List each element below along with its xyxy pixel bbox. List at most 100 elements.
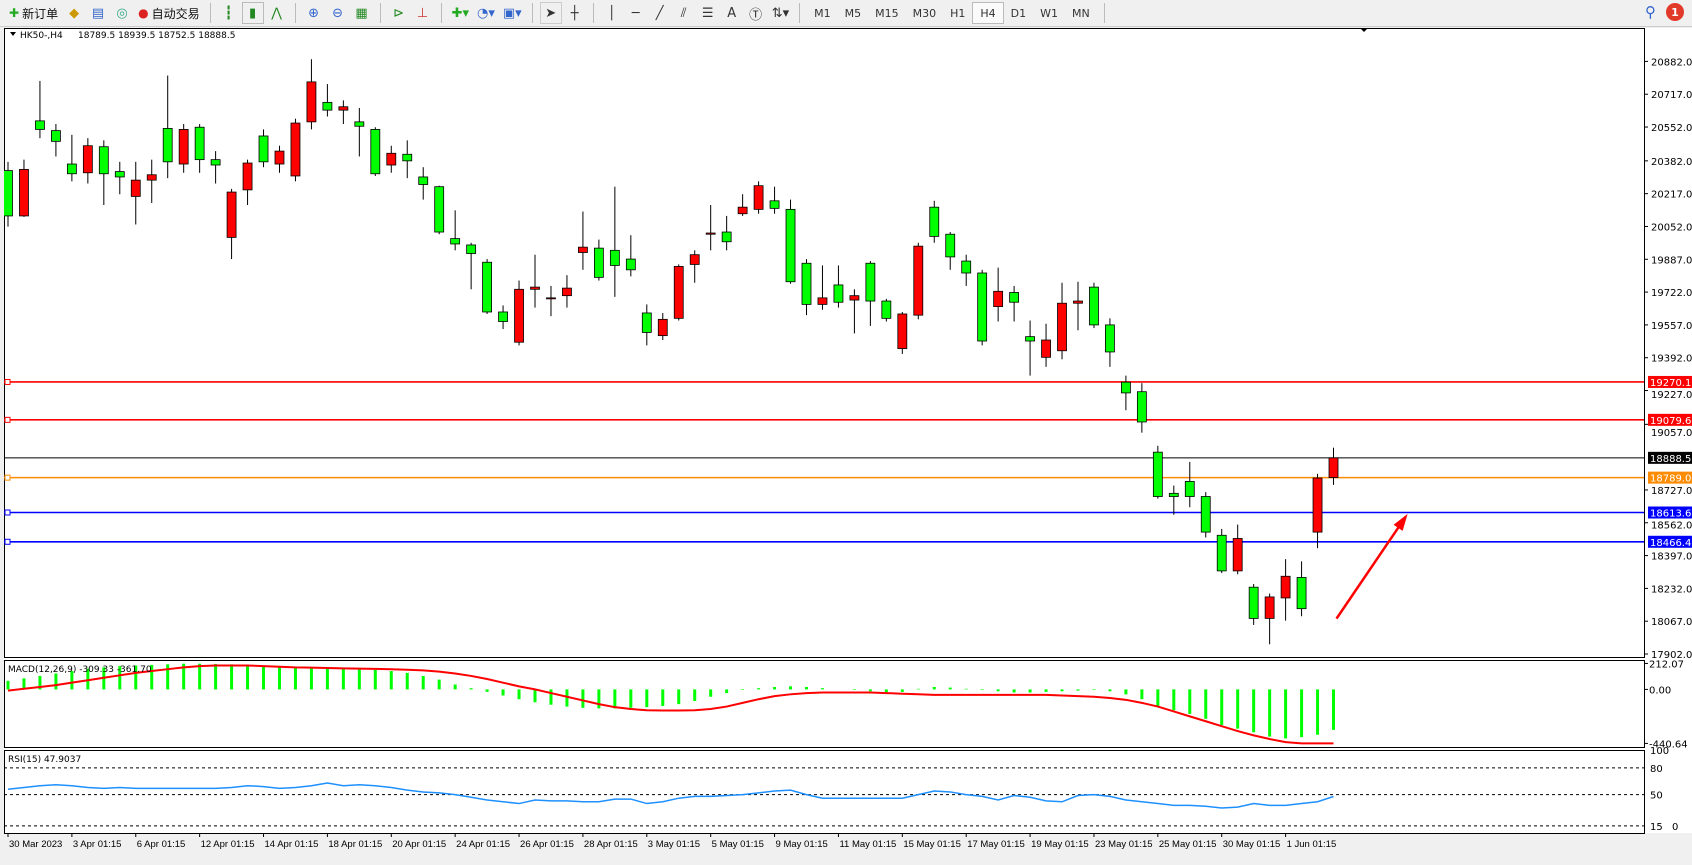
candle (306, 59, 317, 130)
bar-chart-button[interactable]: ┇ (218, 2, 240, 24)
tile-windows-button[interactable]: ▦ (351, 2, 373, 24)
macd-histogram-bar (437, 679, 441, 690)
timeframe-w1[interactable]: W1 (1040, 6, 1059, 20)
divider (294, 3, 296, 23)
cursor-button[interactable]: ➤ (539, 2, 562, 24)
timeframe-d1[interactable]: D1 (1010, 6, 1027, 20)
new-order-button[interactable]: ✚ 新订单 (6, 2, 61, 24)
macd-histogram-bar (677, 689, 681, 705)
add-indicator-icon: ✚▾ (451, 5, 469, 21)
macd-histogram-bar (1060, 689, 1064, 692)
timeframe-m30[interactable]: M30 (912, 6, 937, 20)
line-chart-button[interactable]: ⋀ (266, 2, 288, 24)
line-handle[interactable] (4, 416, 11, 423)
market-watch-button[interactable]: ◆ (63, 2, 85, 24)
candle-body (578, 246, 588, 253)
timeframe-h1[interactable]: H1 (950, 6, 966, 20)
timeframe-m5[interactable]: M5 (844, 6, 862, 20)
templates-button[interactable]: ▣▾ (500, 2, 525, 24)
time-label: 15 May 01:15 (903, 839, 961, 850)
macd-histogram-bar (725, 689, 729, 694)
auto-trading-button[interactable]: ● 自动交易 (135, 2, 203, 24)
signals-button[interactable]: ◎ (111, 2, 133, 24)
fibonacci-button[interactable]: ☰ (697, 2, 719, 24)
equidistant-channel-button[interactable]: ⫽ (673, 2, 695, 24)
chart-window[interactable]: 20882.0 20717.0 20552.0 20382.0 20217.0 20052… (4, 28, 1692, 850)
candle-body (1057, 302, 1067, 352)
candle (929, 200, 940, 243)
macd-histogram-bar (789, 686, 793, 690)
macd-histogram-bar (1076, 689, 1080, 691)
divider (379, 3, 381, 23)
navigator-button[interactable]: ▤ (87, 2, 109, 24)
chart-shift-button[interactable]: ⊥ (412, 2, 434, 24)
line-handle[interactable] (4, 474, 11, 481)
macd-histogram-bar (709, 689, 713, 697)
trendline-button[interactable]: ╱ (649, 2, 671, 24)
candle (562, 275, 572, 308)
text-label-button[interactable]: Ⓣ (745, 2, 767, 24)
candle (178, 124, 189, 173)
candle (35, 80, 45, 139)
macd-histogram-bar (900, 689, 904, 692)
chart-shift-marker-icon[interactable] (1360, 28, 1368, 32)
signal-icon: ◎ (116, 5, 128, 21)
zoom-in-button[interactable]: ⊕ (303, 2, 325, 24)
time-label: 24 Apr 01:15 (456, 839, 510, 850)
candle (817, 265, 828, 310)
horizontal-line-button[interactable]: ─ (625, 2, 647, 24)
timeframe-m15[interactable]: M15 (875, 6, 899, 20)
indicators-button[interactable]: ✚▾ (449, 2, 472, 24)
periods-button[interactable]: ◔▾ (474, 2, 498, 24)
macd-histogram-bar (1300, 689, 1304, 738)
crosshair-button[interactable]: ┼ (564, 2, 586, 24)
arrow-annotation[interactable] (1335, 516, 1407, 620)
auto-scroll-button[interactable]: ⊳ (388, 2, 410, 24)
timeframe-mn[interactable]: MN (1072, 6, 1090, 20)
macd-histogram-bar (1188, 689, 1192, 714)
macd-histogram-bar (86, 668, 90, 690)
line-handle[interactable] (4, 538, 11, 545)
candle-body (673, 266, 684, 319)
time-label: 14 Apr 01:15 (265, 839, 319, 850)
toolbar: ✚ 新订单 ◆ ▤ ◎ ● 自动交易 ┇ ▮ ⋀ ⊕ ⊖ ▦ ⊳ ⊥ ✚▾ ◔▾ ▣… (0, 0, 1692, 27)
candle-body (178, 129, 189, 165)
zoom-out-button[interactable]: ⊖ (327, 2, 349, 24)
macd-histogram-bar (501, 689, 505, 696)
time-label: 28 Apr 01:15 (584, 839, 638, 850)
timeframe-m1[interactable]: M1 (814, 6, 831, 20)
candle-body (705, 232, 716, 235)
time-label: 3 Apr 01:15 (73, 839, 122, 850)
candle (1232, 524, 1243, 575)
candle (1057, 282, 1067, 360)
chart-ohlc: 18789.5 18939.5 18752.5 18888.5 (78, 31, 235, 41)
candle-body (482, 261, 493, 313)
search-icon[interactable]: ⚲ (1645, 3, 1656, 21)
time-label: 18 Apr 01:15 (328, 839, 382, 850)
text-button[interactable]: A (721, 2, 743, 24)
candle (1121, 375, 1131, 411)
candle-body (114, 171, 125, 178)
time-label: 6 Apr 01:15 (137, 839, 186, 850)
line-handle[interactable] (4, 509, 11, 516)
timeframe-h4[interactable]: H4 (972, 2, 1004, 24)
vertical-line-button[interactable]: │ (601, 2, 623, 24)
price-tick-label: 18067.0 (1651, 617, 1692, 628)
candle-body (418, 176, 429, 185)
arrows-button[interactable]: ⇅▾ (769, 2, 792, 24)
macd-histogram-bar (693, 689, 697, 702)
text-label-icon: Ⓣ (749, 7, 763, 23)
dropdown-triangle-icon[interactable] (10, 32, 16, 36)
candle (418, 167, 429, 200)
macd-histogram-bar (1124, 689, 1128, 695)
divider (440, 3, 442, 23)
channel-icon: ⫽ (680, 5, 687, 21)
candlestick-button[interactable]: ▮ (241, 2, 264, 24)
price-line-label: 18888.5 (1650, 454, 1691, 465)
line-handle[interactable] (4, 378, 11, 385)
macd-histogram-bar (469, 688, 473, 690)
macd-histogram-bar (597, 689, 601, 709)
notification-badge[interactable]: 1 (1666, 3, 1684, 21)
price-line-label: 18613.6 (1650, 509, 1691, 520)
candle-body (290, 122, 301, 177)
